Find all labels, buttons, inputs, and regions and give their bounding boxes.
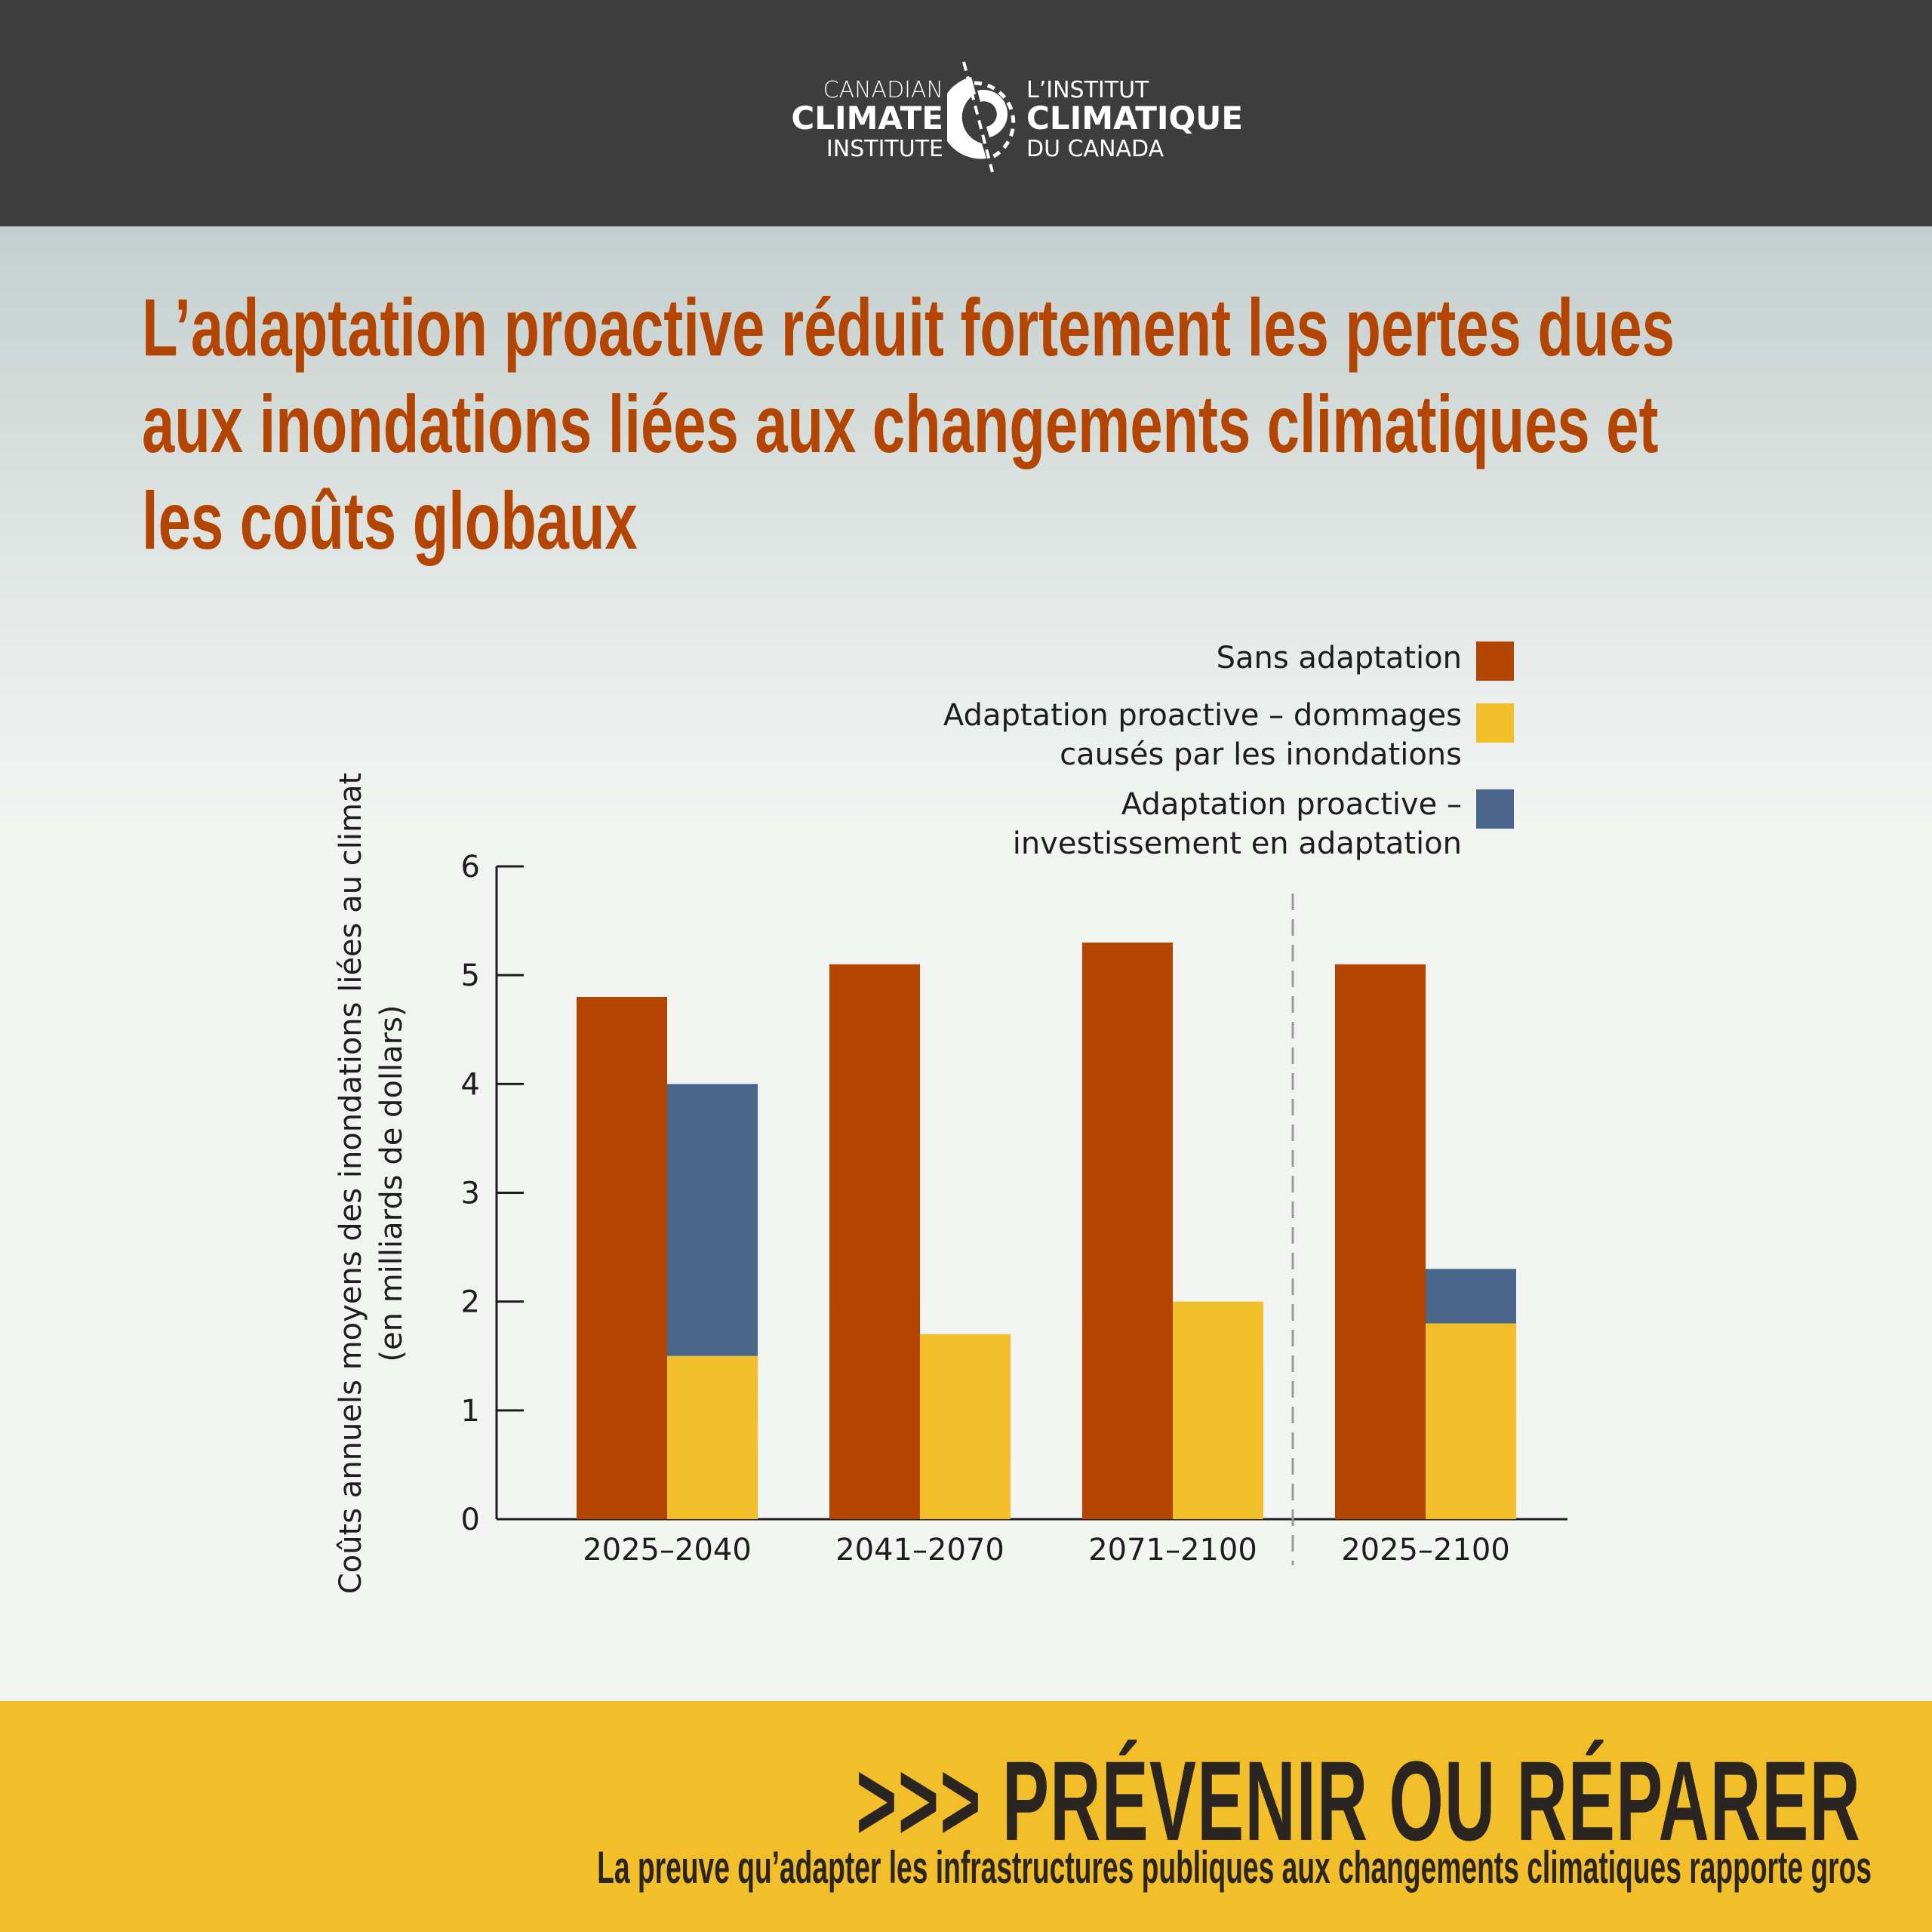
- y-tick-label: 6: [461, 850, 480, 884]
- bar-sans-adaptation: [829, 964, 920, 1519]
- title-line: aux inondations liées aux changements cl…: [142, 378, 1659, 469]
- y-tick-label: 0: [461, 1503, 480, 1537]
- x-tick-label: 2041–2070: [835, 1533, 1004, 1567]
- bar-dommages: [920, 1334, 1011, 1519]
- x-tick-label: 2025–2100: [1341, 1533, 1510, 1567]
- plot-area: 0 1 2 3 4 5 6 2025–2040 2041–2070 2071–2100 2025–2…: [461, 850, 1567, 1567]
- legend-swatch-sans-adaptation: [1476, 641, 1514, 681]
- bar-sans-adaptation: [1335, 964, 1426, 1519]
- x-tick-label: 2025–2040: [583, 1533, 752, 1567]
- x-tick-label: 2071–2100: [1088, 1533, 1257, 1567]
- legend-label-dommages: Adaptation proactive – dommages causés pa…: [943, 698, 1462, 772]
- footer-headline: >>> PRÉVENIR OU RÉPARER: [856, 1737, 1861, 1864]
- y-tick-label: 1: [461, 1394, 480, 1429]
- logo-fr-line2: CLIMATIQUE: [1026, 100, 1244, 137]
- bar-dommages: [667, 1355, 758, 1519]
- bar-sans-adaptation: [577, 997, 667, 1519]
- logo-en-line1: CANADIAN: [823, 77, 943, 103]
- bar-investissement: [1426, 1269, 1516, 1324]
- bar-dommages: [1426, 1323, 1516, 1519]
- y-tick-label: 5: [461, 958, 480, 993]
- bar-investissement: [667, 1084, 758, 1356]
- logo-en-line3: INSTITUTE: [826, 136, 943, 162]
- arrows-icon: >>>: [856, 1737, 982, 1864]
- footer-band: [0, 1701, 1932, 1932]
- page-title: L’adaptation proactive réduit fortement …: [142, 279, 1854, 569]
- legend-label-sans-adaptation: Sans adaptation: [1216, 641, 1462, 675]
- logo-fr-line3: DU CANADA: [1026, 136, 1164, 162]
- logo-fr-line1: L’INSTITUT: [1026, 77, 1149, 103]
- footer-subtitle: La preuve qu’adapter les infrastructures…: [597, 1842, 1872, 1893]
- logo-en-line2: CLIMATE: [791, 100, 943, 137]
- legend-swatch-investissement: [1476, 789, 1514, 829]
- title-line: les coûts globaux: [142, 475, 638, 566]
- y-tick-label: 3: [461, 1177, 480, 1211]
- y-tick-label: 4: [461, 1067, 480, 1102]
- logo-emblem-icon: [947, 61, 1016, 173]
- bar-sans-adaptation: [1082, 942, 1173, 1519]
- title-line: L’adaptation proactive réduit fortement …: [142, 281, 1675, 373]
- bar-chart: Sans adaptation Adaptation proactive – d…: [334, 641, 1567, 1594]
- legend-label-investissement: Adaptation proactive – investissement en …: [1012, 787, 1462, 861]
- bar-dommages: [1173, 1301, 1263, 1519]
- header-bar: CANADIAN CLIMATE INSTITUTE L’INSTITUT CL…: [0, 0, 1932, 226]
- legend-swatch-dommages: [1476, 703, 1514, 743]
- y-tick-label: 2: [461, 1285, 480, 1320]
- logo: CANADIAN CLIMATE INSTITUTE L’INSTITUT CL…: [762, 60, 1245, 174]
